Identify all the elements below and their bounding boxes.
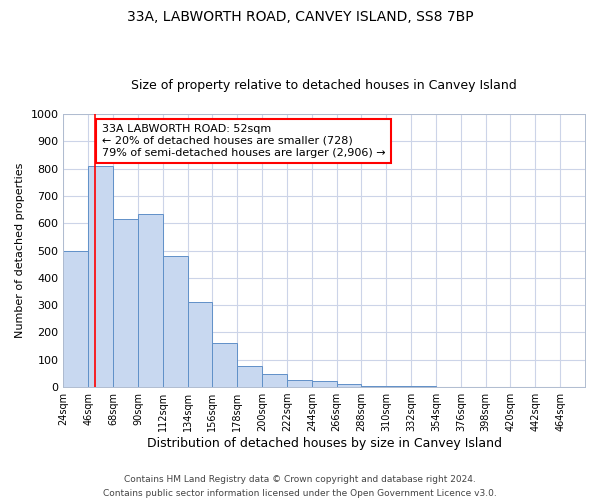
- Text: 33A LABWORTH ROAD: 52sqm
← 20% of detached houses are smaller (728)
79% of semi-: 33A LABWORTH ROAD: 52sqm ← 20% of detach…: [102, 124, 385, 158]
- Y-axis label: Number of detached properties: Number of detached properties: [15, 163, 25, 338]
- Bar: [188, 302, 212, 387]
- Text: 33A, LABWORTH ROAD, CANVEY ISLAND, SS8 7BP: 33A, LABWORTH ROAD, CANVEY ISLAND, SS8 7…: [127, 10, 473, 24]
- Bar: [436, 386, 461, 387]
- Bar: [312, 381, 337, 387]
- Bar: [337, 384, 361, 387]
- Bar: [386, 386, 411, 387]
- Bar: [287, 380, 312, 387]
- Title: Size of property relative to detached houses in Canvey Island: Size of property relative to detached ho…: [131, 79, 517, 92]
- Bar: [237, 366, 262, 387]
- Bar: [88, 166, 113, 387]
- Bar: [163, 256, 188, 387]
- Bar: [411, 386, 436, 387]
- Bar: [64, 250, 88, 387]
- Bar: [212, 344, 237, 387]
- Bar: [262, 374, 287, 387]
- Bar: [361, 386, 386, 387]
- Text: Contains HM Land Registry data © Crown copyright and database right 2024.
Contai: Contains HM Land Registry data © Crown c…: [103, 476, 497, 498]
- Bar: [113, 219, 138, 387]
- Bar: [138, 214, 163, 387]
- X-axis label: Distribution of detached houses by size in Canvey Island: Distribution of detached houses by size …: [147, 437, 502, 450]
